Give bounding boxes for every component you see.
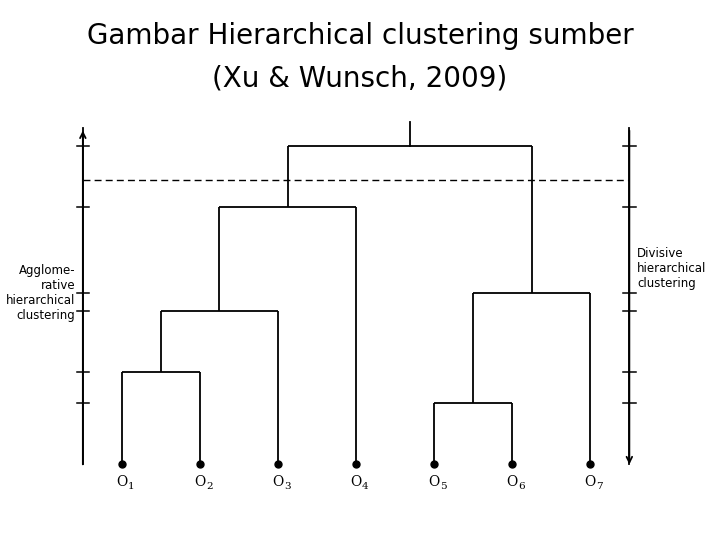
Text: 7: 7 — [596, 482, 603, 491]
Text: Gambar Hierarchical clustering sumber: Gambar Hierarchical clustering sumber — [86, 22, 634, 50]
Text: O: O — [585, 475, 596, 489]
Text: 5: 5 — [440, 482, 447, 491]
Text: O: O — [194, 475, 206, 489]
Text: O: O — [116, 475, 127, 489]
Text: O: O — [351, 475, 361, 489]
Text: 6: 6 — [518, 482, 525, 491]
Text: O: O — [507, 475, 518, 489]
Text: (Xu & Wunsch, 2009): (Xu & Wunsch, 2009) — [212, 65, 508, 93]
Text: Agglome-
rative
hierarchical
clustering: Agglome- rative hierarchical clustering — [6, 264, 75, 322]
Text: O: O — [272, 475, 284, 489]
Text: O: O — [428, 475, 440, 489]
Text: Divisive
hierarchical
clustering: Divisive hierarchical clustering — [637, 247, 706, 290]
Text: 3: 3 — [284, 482, 291, 491]
Text: 4: 4 — [362, 482, 369, 491]
Text: 2: 2 — [206, 482, 212, 491]
Text: 1: 1 — [128, 482, 135, 491]
